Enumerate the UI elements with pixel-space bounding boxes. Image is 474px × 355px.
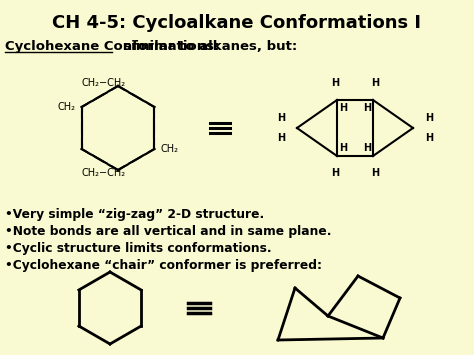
- Text: •Cyclohexane “chair” conformer is preferred:: •Cyclohexane “chair” conformer is prefer…: [5, 259, 322, 272]
- Text: Cyclohexane Conformations:: Cyclohexane Conformations:: [5, 40, 219, 53]
- Text: H: H: [371, 168, 379, 178]
- Text: CH₂: CH₂: [58, 102, 76, 112]
- Text: •Cyclic structure limits conformations.: •Cyclic structure limits conformations.: [5, 242, 272, 255]
- Text: H: H: [339, 143, 347, 153]
- Text: H: H: [363, 143, 371, 153]
- Text: H: H: [371, 78, 379, 88]
- Text: H: H: [339, 103, 347, 113]
- Text: CH₂: CH₂: [160, 144, 178, 154]
- Text: similar to alkanes, but:: similar to alkanes, but:: [114, 40, 297, 53]
- Text: CH₂−CH₂: CH₂−CH₂: [82, 169, 126, 179]
- Text: H: H: [277, 133, 285, 143]
- Text: CH 4-5: Cycloalkane Conformations I: CH 4-5: Cycloalkane Conformations I: [53, 14, 421, 32]
- Text: CH₂−CH₂: CH₂−CH₂: [82, 77, 126, 87]
- Text: H: H: [331, 168, 339, 178]
- Text: H: H: [363, 103, 371, 113]
- Text: •Note bonds are all vertical and in same plane.: •Note bonds are all vertical and in same…: [5, 225, 331, 238]
- Text: H: H: [425, 133, 433, 143]
- Text: H: H: [331, 78, 339, 88]
- Text: H: H: [425, 113, 433, 123]
- Text: •Very simple “zig-zag” 2-D structure.: •Very simple “zig-zag” 2-D structure.: [5, 208, 264, 221]
- Text: H: H: [277, 113, 285, 123]
